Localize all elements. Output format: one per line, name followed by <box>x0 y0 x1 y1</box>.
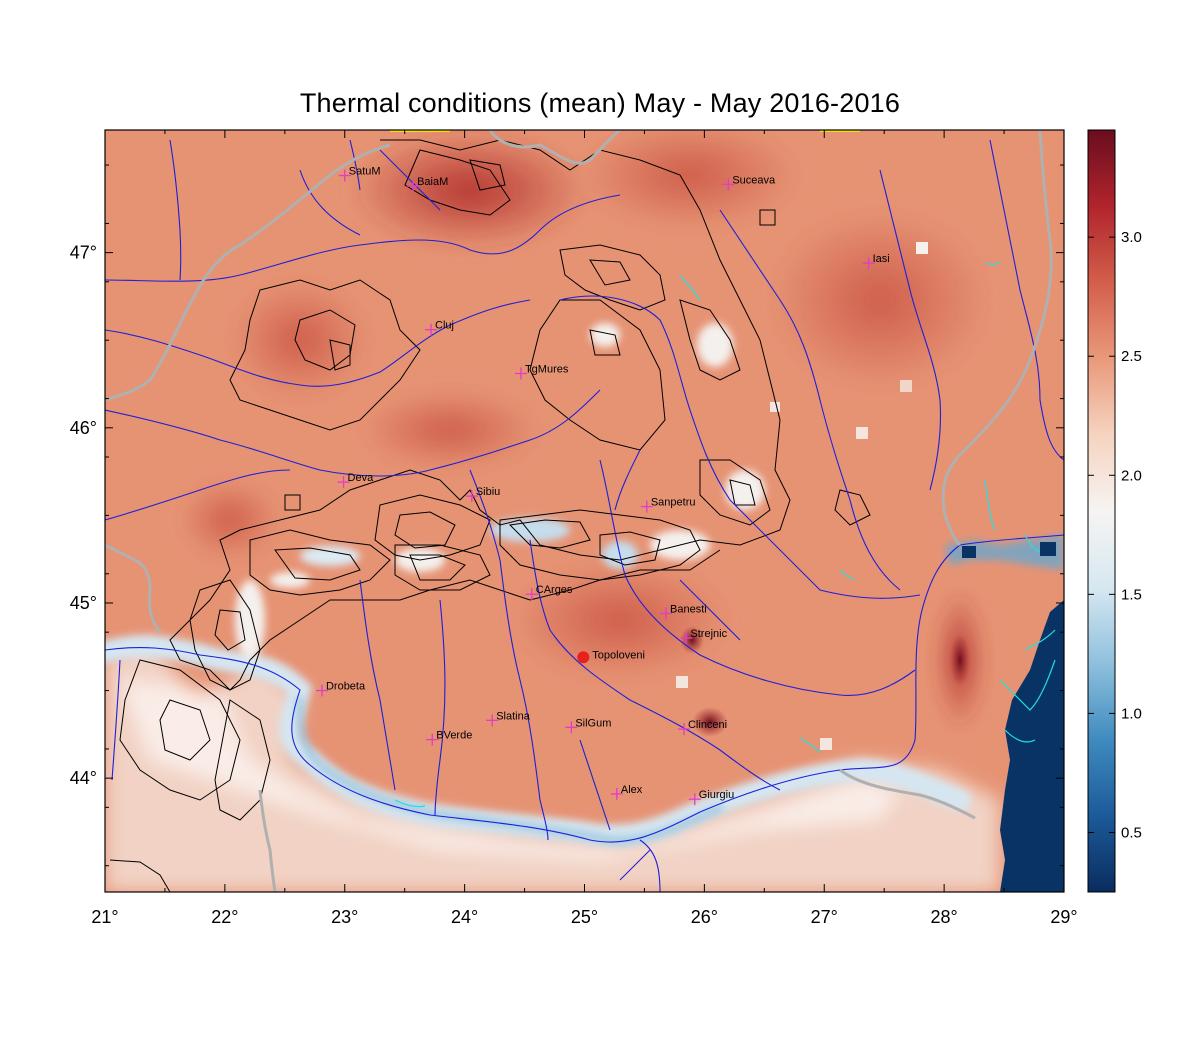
station-label: TgMures <box>525 363 569 375</box>
colorbar-tick-label: 1.0 <box>1121 705 1142 722</box>
rivers <box>105 139 1064 892</box>
station-label: Cluj <box>435 320 454 332</box>
station-label: Clinceni <box>688 719 727 731</box>
station-giurgiu: Giurgiu <box>688 789 734 806</box>
station-label: Strejnic <box>690 628 727 640</box>
station-label: SilGum <box>575 717 611 729</box>
colorbar-tick-label: 2.0 <box>1121 467 1142 484</box>
station-label: Suceava <box>732 174 776 186</box>
station-cluj: Cluj <box>425 320 454 336</box>
y-axis: 44° 45° 46° 47° <box>70 164 1064 867</box>
station-slatina: Slatina <box>486 710 531 727</box>
colorbar-tick-label: 3.0 <box>1121 229 1142 246</box>
x-tick-label: 25° <box>571 907 598 927</box>
station-label: Alex <box>621 784 643 796</box>
hot-spot-banesti <box>950 634 970 686</box>
station-iasi: Iasi <box>862 253 890 270</box>
station-tgmures: TgMures <box>514 363 569 380</box>
cool-areas <box>105 640 1000 892</box>
station-baiam: BaiaM <box>407 176 448 193</box>
station-strejnic: Strejnic <box>680 628 728 644</box>
x-tick-label: 22° <box>211 907 238 927</box>
map-title: Thermal conditions (mean) May - May 2016… <box>299 88 901 118</box>
x-axis: 21° 22° 23° 24° 25° 26° 27° 28° 29° <box>91 130 1078 927</box>
delta-spot-2 <box>1040 542 1056 556</box>
station-suceava: Suceava <box>722 174 776 191</box>
colorbar-tick-label: 2.5 <box>1121 348 1142 365</box>
y-tick-label: 47° <box>70 243 97 263</box>
station-label: SatuM <box>349 166 381 178</box>
x-tick-label: 29° <box>1050 907 1077 927</box>
station-label: BVerde <box>436 730 472 742</box>
station-label: Banesti <box>670 603 707 615</box>
y-tick-label: 46° <box>70 418 97 438</box>
colorbar: 0.5 1.0 1.5 2.0 2.5 3.0 <box>1087 129 1142 893</box>
colorbar-tick-label: 0.5 <box>1121 824 1142 841</box>
delta-spot <box>962 546 976 558</box>
station-clinceni: Clinceni <box>677 719 727 736</box>
lakes <box>394 261 1056 808</box>
country-borders <box>105 130 1053 892</box>
station-carges: CArges <box>525 584 573 601</box>
station-drobeta: Drobeta <box>315 681 366 697</box>
map-area <box>105 130 1064 892</box>
x-tick-label: 23° <box>331 907 358 927</box>
station-label: Sanpetru <box>651 497 696 509</box>
x-tick-label: 27° <box>811 907 838 927</box>
station-label: CArges <box>536 584 573 596</box>
station-satum: SatuM <box>338 166 381 182</box>
danube-delta-water <box>945 535 1064 570</box>
station-sanpetru: Sanpetru <box>640 497 696 513</box>
stations: SatuM BaiaM Suceava Iasi Cluj TgMures Deva Sibi… <box>315 166 890 806</box>
mountain-cool-spots <box>235 323 765 660</box>
station-label: Iasi <box>873 253 890 265</box>
warm-patches <box>180 130 990 730</box>
y-tick-label: 45° <box>70 593 97 613</box>
x-tick-label: 28° <box>931 907 958 927</box>
x-tick-label: 21° <box>91 907 118 927</box>
y-tick-label: 44° <box>70 768 97 788</box>
black-sea <box>1000 600 1064 892</box>
x-tick-label: 24° <box>451 907 478 927</box>
scattered-cool-pixels <box>676 242 928 750</box>
station-deva: Deva <box>337 472 375 489</box>
station-label: Deva <box>348 472 375 484</box>
highlight-marker <box>577 651 590 664</box>
station-label: Slatina <box>496 710 531 722</box>
station-label: Drobeta <box>326 681 366 693</box>
station-banesti: Banesti <box>660 603 707 620</box>
colorbar-tick-label: 1.5 <box>1121 586 1142 603</box>
station-bverde: BVerde <box>426 730 472 746</box>
x-tick-label: 26° <box>691 907 718 927</box>
hot-spot-clinceni <box>692 707 728 737</box>
station-silgum: SilGum <box>565 717 611 734</box>
station-sibiu: Sibiu <box>465 486 500 503</box>
station-label: BaiaM <box>417 176 448 188</box>
elevation-contours <box>109 139 871 892</box>
station-label: Sibiu <box>476 486 500 498</box>
station-alex: Alex <box>610 784 643 800</box>
colorbar-ramp <box>1087 129 1116 893</box>
highlight-label: Topoloveni <box>592 649 645 661</box>
station-label: Giurgiu <box>699 789 734 801</box>
highlight-station: Topoloveni <box>577 649 645 664</box>
